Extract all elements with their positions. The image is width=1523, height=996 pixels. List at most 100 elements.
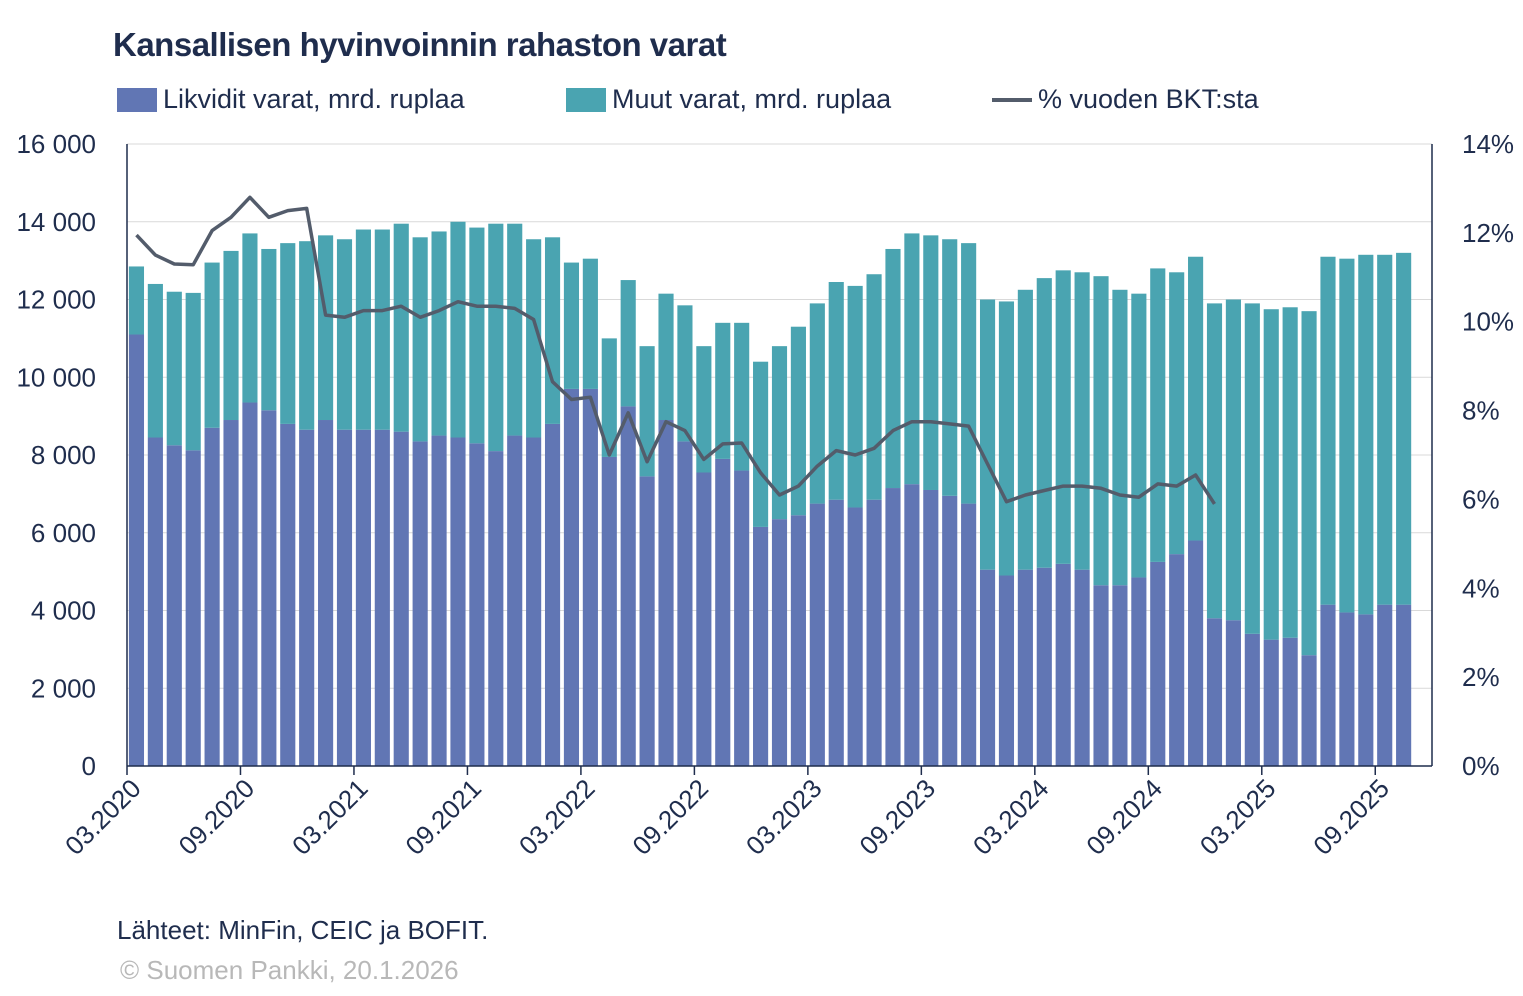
bar-other	[280, 243, 296, 424]
chart-title: Kansallisen hyvinvoinnin rahaston varat	[113, 26, 727, 63]
copyright-note: © Suomen Pankki, 20.1.2026	[120, 955, 459, 985]
bar-liquid	[942, 495, 958, 766]
bar-other	[715, 322, 731, 459]
bar-other	[696, 346, 712, 473]
bar-liquid	[715, 458, 731, 766]
y-tick-label-right: 10%	[1462, 307, 1514, 337]
bar-liquid	[1074, 569, 1090, 766]
bar-other	[526, 239, 542, 438]
bar-liquid	[828, 499, 844, 766]
y-tick-label-right: 2%	[1462, 662, 1500, 692]
y-tick-label-left: 16 000	[16, 129, 96, 159]
y-tick-label-left: 8 000	[31, 440, 96, 470]
y-tick-label-right: 12%	[1462, 218, 1514, 248]
bar-liquid	[1282, 637, 1298, 766]
x-tick-label: 09.2023	[853, 773, 941, 861]
bar-liquid	[696, 472, 712, 766]
line-gdp-share	[135, 195, 1216, 505]
legend-label-liquid: Likvidit varat, mrd. ruplaa	[163, 84, 465, 114]
bar-liquid	[771, 519, 788, 766]
bar-other	[355, 229, 371, 430]
bar-liquid	[1112, 585, 1128, 766]
bar-other	[299, 241, 315, 430]
bar-other	[620, 280, 636, 407]
y-tick-label-left: 0	[82, 751, 96, 781]
bar-liquid	[904, 484, 920, 766]
bar-liquid	[1093, 585, 1109, 766]
bar-other	[204, 262, 220, 428]
bar-other	[1093, 276, 1109, 586]
y-tick-label-right: 8%	[1462, 396, 1500, 426]
bar-liquid	[450, 437, 466, 766]
x-tick-label: 03.2024	[967, 773, 1055, 861]
bar-other	[809, 303, 825, 504]
bar-other	[1188, 256, 1204, 541]
bar-liquid	[431, 435, 447, 766]
bar-other	[1377, 254, 1393, 605]
bar-liquid	[734, 470, 750, 766]
bar-other	[488, 223, 504, 452]
chart-legend: Likvidit varat, mrd. ruplaa Muut varat, …	[0, 84, 1523, 120]
bar-liquid	[412, 441, 428, 766]
bar-other	[1320, 256, 1336, 605]
bar-other	[979, 299, 996, 570]
y-tick-label-right: 6%	[1462, 484, 1500, 514]
bar-other	[601, 338, 617, 457]
bar-other	[1150, 268, 1166, 562]
y-tick-label-left: 14 000	[16, 207, 96, 237]
bar-liquid	[658, 420, 674, 766]
bar-other	[753, 361, 769, 527]
bar-liquid	[488, 451, 504, 766]
bar-other	[223, 250, 239, 421]
bar-other	[1263, 309, 1279, 640]
bar-other	[261, 248, 277, 411]
bar-other	[961, 243, 977, 504]
bar-liquid	[223, 420, 239, 766]
x-tick-label: 09.2022	[626, 773, 714, 861]
bar-other	[1206, 303, 1223, 619]
bar-liquid	[280, 423, 296, 766]
bar-liquid	[639, 476, 655, 766]
source-note: Lähteet: MinFin, CEIC ja BOFIT.	[117, 915, 489, 945]
bar-other	[1282, 307, 1298, 638]
bar-other	[923, 235, 939, 490]
legend-label-line: % vuoden BKT:sta	[1038, 84, 1259, 114]
bar-other	[1074, 272, 1090, 570]
bar-other	[677, 305, 693, 442]
bar-liquid	[1131, 577, 1147, 766]
bar-other	[336, 239, 353, 430]
bar-other	[1244, 303, 1260, 634]
bar-other	[507, 223, 523, 436]
bar-liquid	[1396, 604, 1412, 766]
legend-item-line: % vuoden BKT:sta	[992, 84, 1259, 115]
bar-other	[128, 266, 145, 335]
bar-other	[998, 301, 1015, 576]
bar-other	[166, 291, 182, 446]
bar-liquid	[1301, 655, 1317, 766]
bar-liquid	[1150, 561, 1166, 766]
bar-liquid	[204, 427, 220, 766]
x-tick-label: 09.2021	[399, 773, 487, 861]
bar-other	[734, 322, 750, 471]
bar-other	[1112, 289, 1128, 586]
bar-liquid	[1320, 604, 1336, 766]
bar-liquid	[336, 429, 353, 766]
x-tick-label: 09.2020	[173, 773, 261, 861]
bar-liquid	[147, 437, 163, 766]
bar-liquid	[753, 526, 769, 766]
bar-liquid	[923, 489, 939, 766]
bar-other	[771, 346, 788, 520]
bar-liquid	[677, 441, 693, 766]
bar-liquid	[1055, 563, 1071, 766]
bar-liquid	[809, 503, 825, 766]
bar-other	[885, 248, 901, 489]
x-tick-label: 03.2025	[1194, 773, 1282, 861]
bar-other	[790, 326, 806, 516]
legend-swatch-liquid	[117, 87, 157, 112]
bar-liquid	[1225, 620, 1241, 766]
bar-other	[185, 292, 201, 451]
bar-other	[1036, 278, 1052, 568]
bar-liquid	[299, 429, 315, 766]
y-tick-label-right: 0%	[1462, 751, 1500, 781]
